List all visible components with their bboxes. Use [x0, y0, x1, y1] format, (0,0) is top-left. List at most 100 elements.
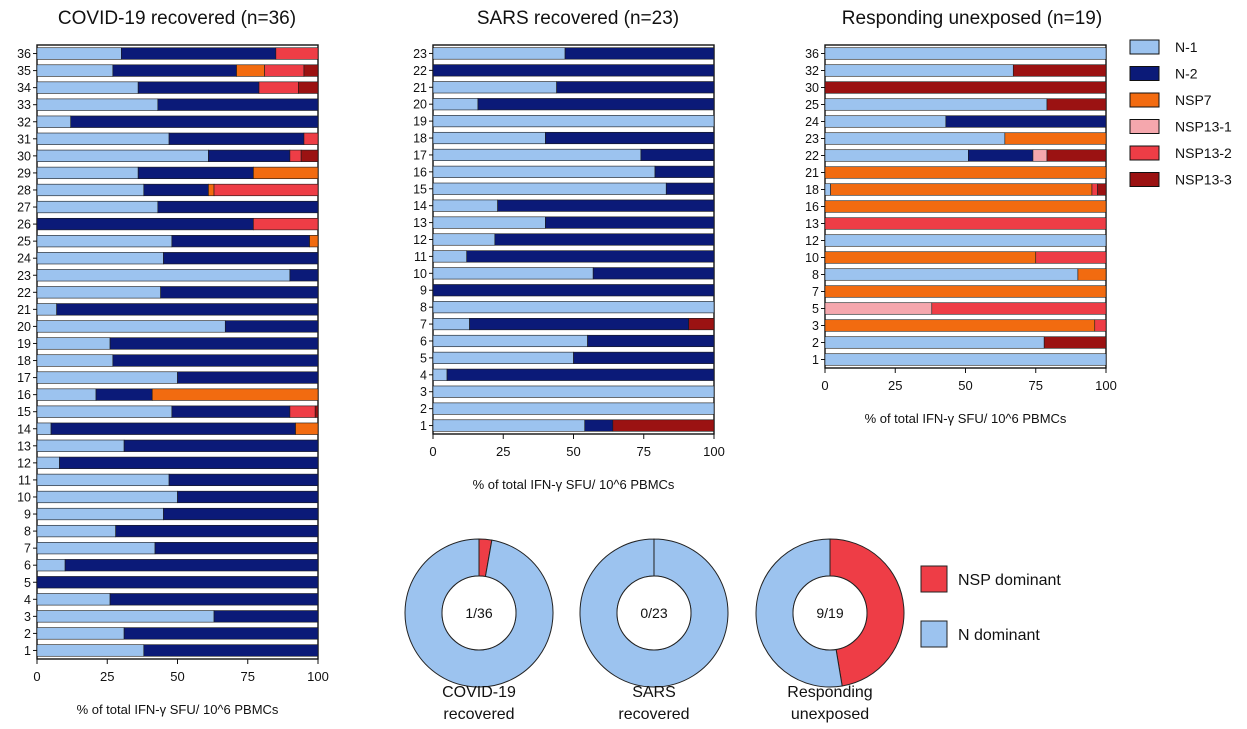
x-tick-label: 25	[496, 444, 510, 459]
bar-segment-nsp13-2	[1035, 251, 1107, 264]
y-tick-label: 18	[413, 132, 427, 146]
y-tick-label: 4	[420, 368, 427, 382]
bar-segment-n-1	[36, 47, 122, 60]
y-tick-label: 1	[420, 419, 427, 433]
bar-segment-n-2	[95, 388, 153, 401]
bar-segment-n-2	[545, 131, 715, 145]
bar-segment-n-1	[36, 149, 209, 162]
bar-segment-n-2	[115, 524, 319, 538]
bar-segment-n-2	[121, 47, 277, 60]
bar-segment-n-1	[824, 268, 1079, 281]
bar-segment-n-1	[36, 490, 178, 504]
bar-segment-nsp13-3	[314, 405, 319, 418]
y-tick-label: 10	[17, 490, 31, 504]
bar-segment-n-2	[36, 217, 254, 231]
bar-segment-nsp7	[824, 251, 1037, 264]
bar-segment-n-1	[432, 47, 566, 60]
y-tick-label: 16	[805, 200, 819, 214]
bar-segment-nsp13-3	[688, 318, 715, 331]
x-tick-label: 75	[241, 669, 255, 684]
legend-label: N dominant	[958, 627, 1040, 644]
y-tick-label: 20	[17, 320, 31, 334]
bar-segment-n-1	[36, 132, 170, 145]
y-tick-label: 2	[812, 336, 819, 350]
bar-segment-n-1	[824, 132, 1006, 145]
bar-segment-n-2	[224, 320, 319, 333]
bar-segment-n-2	[177, 490, 319, 504]
bar-segment-n-1	[36, 98, 159, 111]
bar-segment-n-2	[154, 542, 319, 555]
bar-segment-n-2	[592, 267, 715, 280]
bar-segment-n-2	[213, 610, 319, 623]
stacked-bar-panel-2	[429, 44, 715, 439]
y-tick-label: 22	[413, 64, 427, 78]
x-tick-label: 0	[33, 669, 40, 684]
bar-segment-n-2	[289, 269, 319, 282]
bar-segment-n-2	[109, 593, 319, 606]
bar-segment-nsp13-2	[213, 183, 319, 197]
bar-segment-n-2	[945, 115, 1107, 128]
legend-label: N-2	[1175, 66, 1198, 82]
bar-segment-n-2	[469, 318, 690, 331]
y-tick-label: 9	[420, 284, 427, 298]
y-tick-label: 31	[17, 132, 31, 146]
bar-segment-n-2	[163, 507, 319, 521]
bar-segment-n-1	[432, 318, 470, 331]
bar-segment-n-2	[477, 98, 715, 111]
bar-segment-nsp13-2	[303, 132, 319, 145]
x-tick-label: 100	[1095, 378, 1117, 393]
donut-chart-3	[755, 538, 905, 688]
bar-segment-n-1	[36, 524, 116, 538]
bar-segment-n-1	[432, 131, 546, 145]
legend-swatch	[1129, 145, 1160, 161]
y-tick-label: 13	[413, 216, 427, 230]
bar-segment-n-1	[432, 98, 479, 111]
legend-swatch	[920, 565, 948, 593]
bar-segment-n-1	[432, 419, 586, 432]
legend-label: NSP13-2	[1175, 145, 1232, 161]
y-tick-label: 12	[805, 234, 819, 248]
bar-segment-n-2	[70, 115, 319, 128]
bar-segment-n-2	[168, 132, 305, 145]
bar-segment-n-2	[56, 303, 319, 316]
panel-title: Responding unexposed (n=19)	[842, 8, 1102, 29]
bar-segment-n-1	[36, 337, 111, 350]
bar-segment-n-1	[36, 303, 57, 316]
bar-segment-n-2	[157, 98, 319, 111]
bar-segment-n-1	[432, 182, 667, 195]
y-tick-label: 3	[24, 610, 31, 624]
x-tick-label: 25	[100, 669, 114, 684]
legend-label: NSP13-1	[1175, 119, 1232, 135]
y-tick-label: 14	[17, 422, 31, 436]
bar-segment-n-1	[824, 234, 1107, 247]
x-axis-label: % of total IFN-γ SFU/ 10^6 PBMCs	[77, 702, 279, 717]
y-tick-label: 30	[805, 81, 819, 95]
bar-segment-n-1	[36, 542, 156, 555]
y-tick-label: 8	[420, 301, 427, 315]
bar-segment-n-1	[36, 235, 173, 248]
bar-segment-n-2	[556, 81, 715, 94]
y-tick-label: 25	[805, 98, 819, 112]
y-tick-label: 23	[17, 269, 31, 283]
bar-segment-n-1	[36, 166, 139, 180]
donut-center-label: 9/19	[816, 605, 843, 621]
bar-segment-n-2	[177, 371, 319, 384]
bar-segment-nsp7	[1004, 132, 1107, 145]
bar-segment-n-2	[171, 235, 310, 248]
y-tick-label: 21	[413, 81, 427, 95]
bar-segment-n-2	[137, 166, 254, 180]
bar-segment-n-1	[36, 507, 164, 521]
bar-segment-nsp13-2	[931, 302, 1107, 315]
bar-segment-n-2	[466, 250, 715, 263]
bar-segment-n-1	[36, 81, 139, 94]
bar-segment-n-2	[157, 200, 319, 214]
bar-segment-n-2	[123, 627, 319, 640]
bar-segment-n-1	[36, 371, 178, 384]
y-tick-label: 25	[17, 235, 31, 249]
bar-segment-n-1	[36, 286, 161, 299]
y-tick-label: 23	[413, 47, 427, 61]
stacked-bar-panel-1	[33, 44, 319, 664]
bar-segment-n-2	[163, 252, 319, 265]
y-tick-label: 23	[805, 132, 819, 146]
bar-segment-nsp7	[295, 422, 319, 435]
